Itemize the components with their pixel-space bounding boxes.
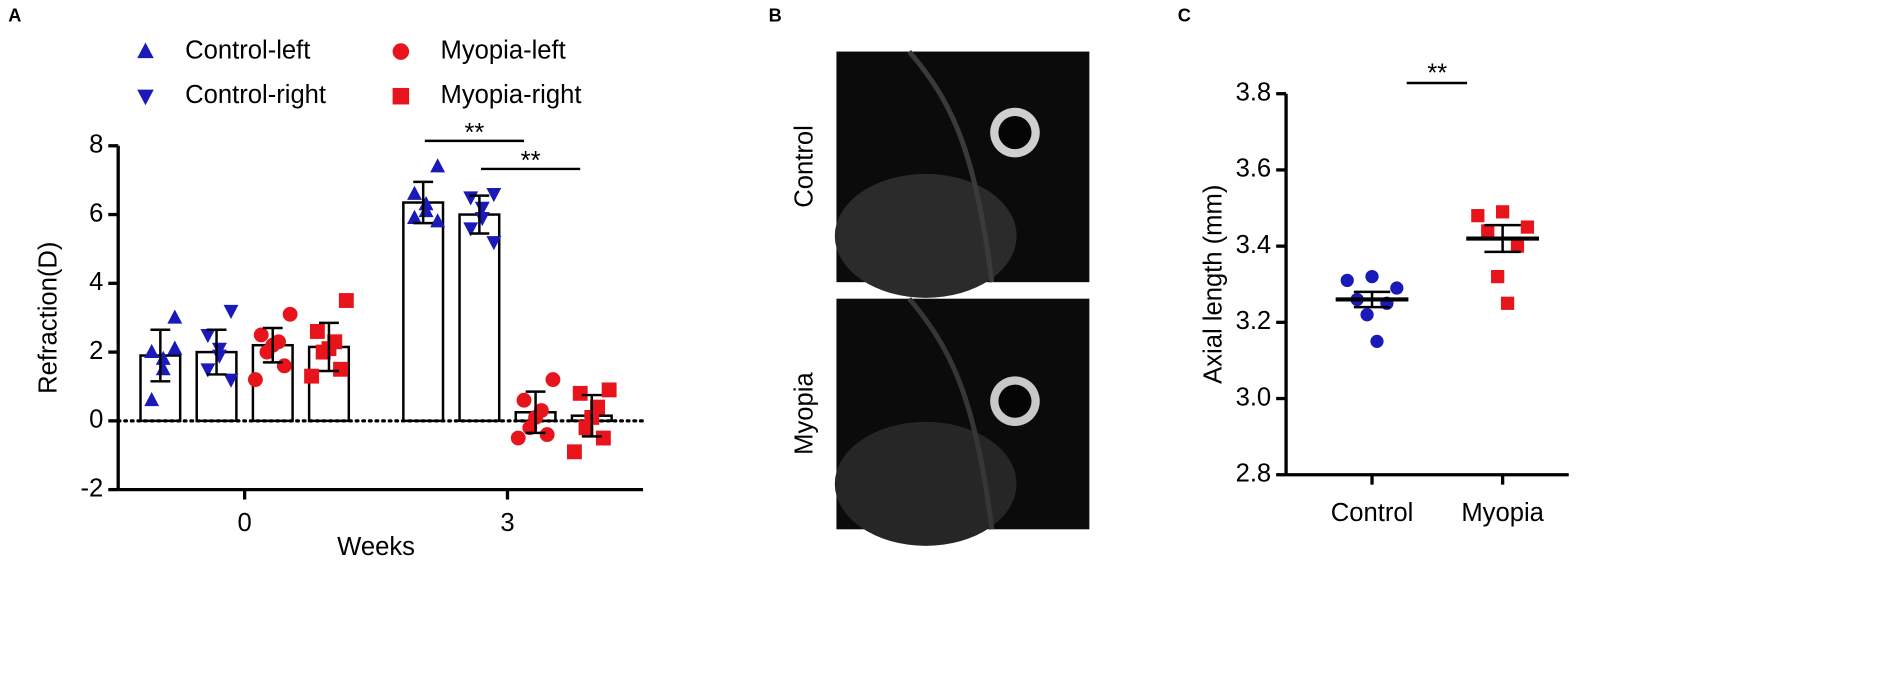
data-point [510, 430, 526, 446]
bar [458, 213, 501, 423]
data-point [259, 344, 275, 360]
x-tick-label: 3 [500, 509, 514, 537]
data-point [516, 392, 532, 408]
data-point [144, 343, 160, 359]
significance-label: ** [521, 147, 541, 175]
data-point [144, 392, 160, 407]
data-point [430, 213, 446, 228]
data-point [167, 309, 183, 324]
x-tick-label: 0 [238, 509, 252, 537]
mri-image [834, 49, 1090, 298]
y-tick-label: 6 [89, 199, 103, 227]
data-point [200, 363, 216, 378]
data-point [333, 361, 348, 377]
data-point [315, 344, 331, 360]
data-point [200, 328, 216, 344]
data-point [304, 368, 320, 384]
data-point [253, 327, 269, 343]
data-point [486, 187, 502, 203]
data-point [595, 430, 611, 446]
data-point [601, 382, 617, 398]
y-tick-label: 3.6 [1236, 155, 1272, 183]
data-point [1471, 209, 1485, 223]
data-point [223, 373, 239, 388]
y-tick-label: 2 [89, 337, 103, 365]
y-tick-label: 8 [89, 131, 103, 159]
panel-label: B [769, 6, 782, 26]
mri-image [834, 297, 1090, 546]
data-point [1370, 334, 1384, 348]
data-point [407, 209, 422, 224]
panel-label: C [1178, 6, 1191, 26]
bar [139, 354, 182, 423]
significance-label: ** [1427, 59, 1447, 87]
y-tick-label: 3.2 [1236, 307, 1272, 335]
y-tick-label: 4 [89, 268, 103, 296]
legend-marker [392, 43, 410, 60]
x-tick-label: Control [1331, 499, 1414, 527]
data-point [545, 372, 561, 388]
data-point [282, 306, 298, 322]
data-point [539, 427, 555, 443]
data-point [1520, 220, 1535, 234]
data-point [522, 420, 538, 436]
data-point [338, 293, 354, 308]
legend-label: Control-right [185, 81, 326, 109]
data-point [566, 444, 582, 460]
x-tick-label: Myopia [1461, 499, 1544, 527]
significance-label: ** [464, 119, 484, 147]
data-point [1510, 239, 1525, 253]
data-point [309, 324, 325, 339]
y-tick-label: 3.4 [1236, 231, 1272, 259]
legend-marker [392, 87, 410, 105]
data-point [486, 236, 502, 251]
data-point [1500, 296, 1515, 310]
data-point [572, 385, 588, 401]
y-tick-label: 3.8 [1236, 78, 1272, 106]
y-tick-label: 0 [89, 406, 103, 434]
data-point [1360, 308, 1374, 322]
panel-label: A [8, 6, 21, 26]
data-point [407, 185, 422, 200]
data-point [1340, 273, 1354, 288]
data-point [167, 340, 183, 355]
y-axis-title: Axial length (mm) [1200, 185, 1228, 384]
data-point [247, 372, 263, 388]
legend-label: Control-left [185, 36, 310, 64]
y-tick-label: 3.0 [1236, 383, 1272, 411]
data-point [1496, 205, 1510, 219]
legend-label: Myopia-left [441, 36, 566, 64]
data-point [1491, 269, 1505, 284]
data-point [430, 158, 446, 173]
data-point [578, 420, 594, 436]
x-axis-title: Weeks [337, 533, 415, 561]
mri-label: Myopia [791, 372, 819, 455]
data-point [463, 222, 479, 237]
y-axis-title: Refraction(D) [34, 242, 62, 394]
data-point [1365, 269, 1379, 284]
y-tick-label: -2 [81, 474, 104, 502]
legend-marker [137, 89, 154, 106]
mri-label: Control [791, 125, 819, 208]
data-point [1390, 281, 1404, 295]
bar [402, 201, 445, 423]
data-point [276, 358, 292, 374]
y-tick-label: 2.8 [1236, 460, 1272, 488]
legend-marker [137, 42, 154, 59]
legend-label: Myopia-right [441, 81, 582, 109]
data-point [1481, 224, 1495, 238]
data-point [223, 304, 239, 320]
